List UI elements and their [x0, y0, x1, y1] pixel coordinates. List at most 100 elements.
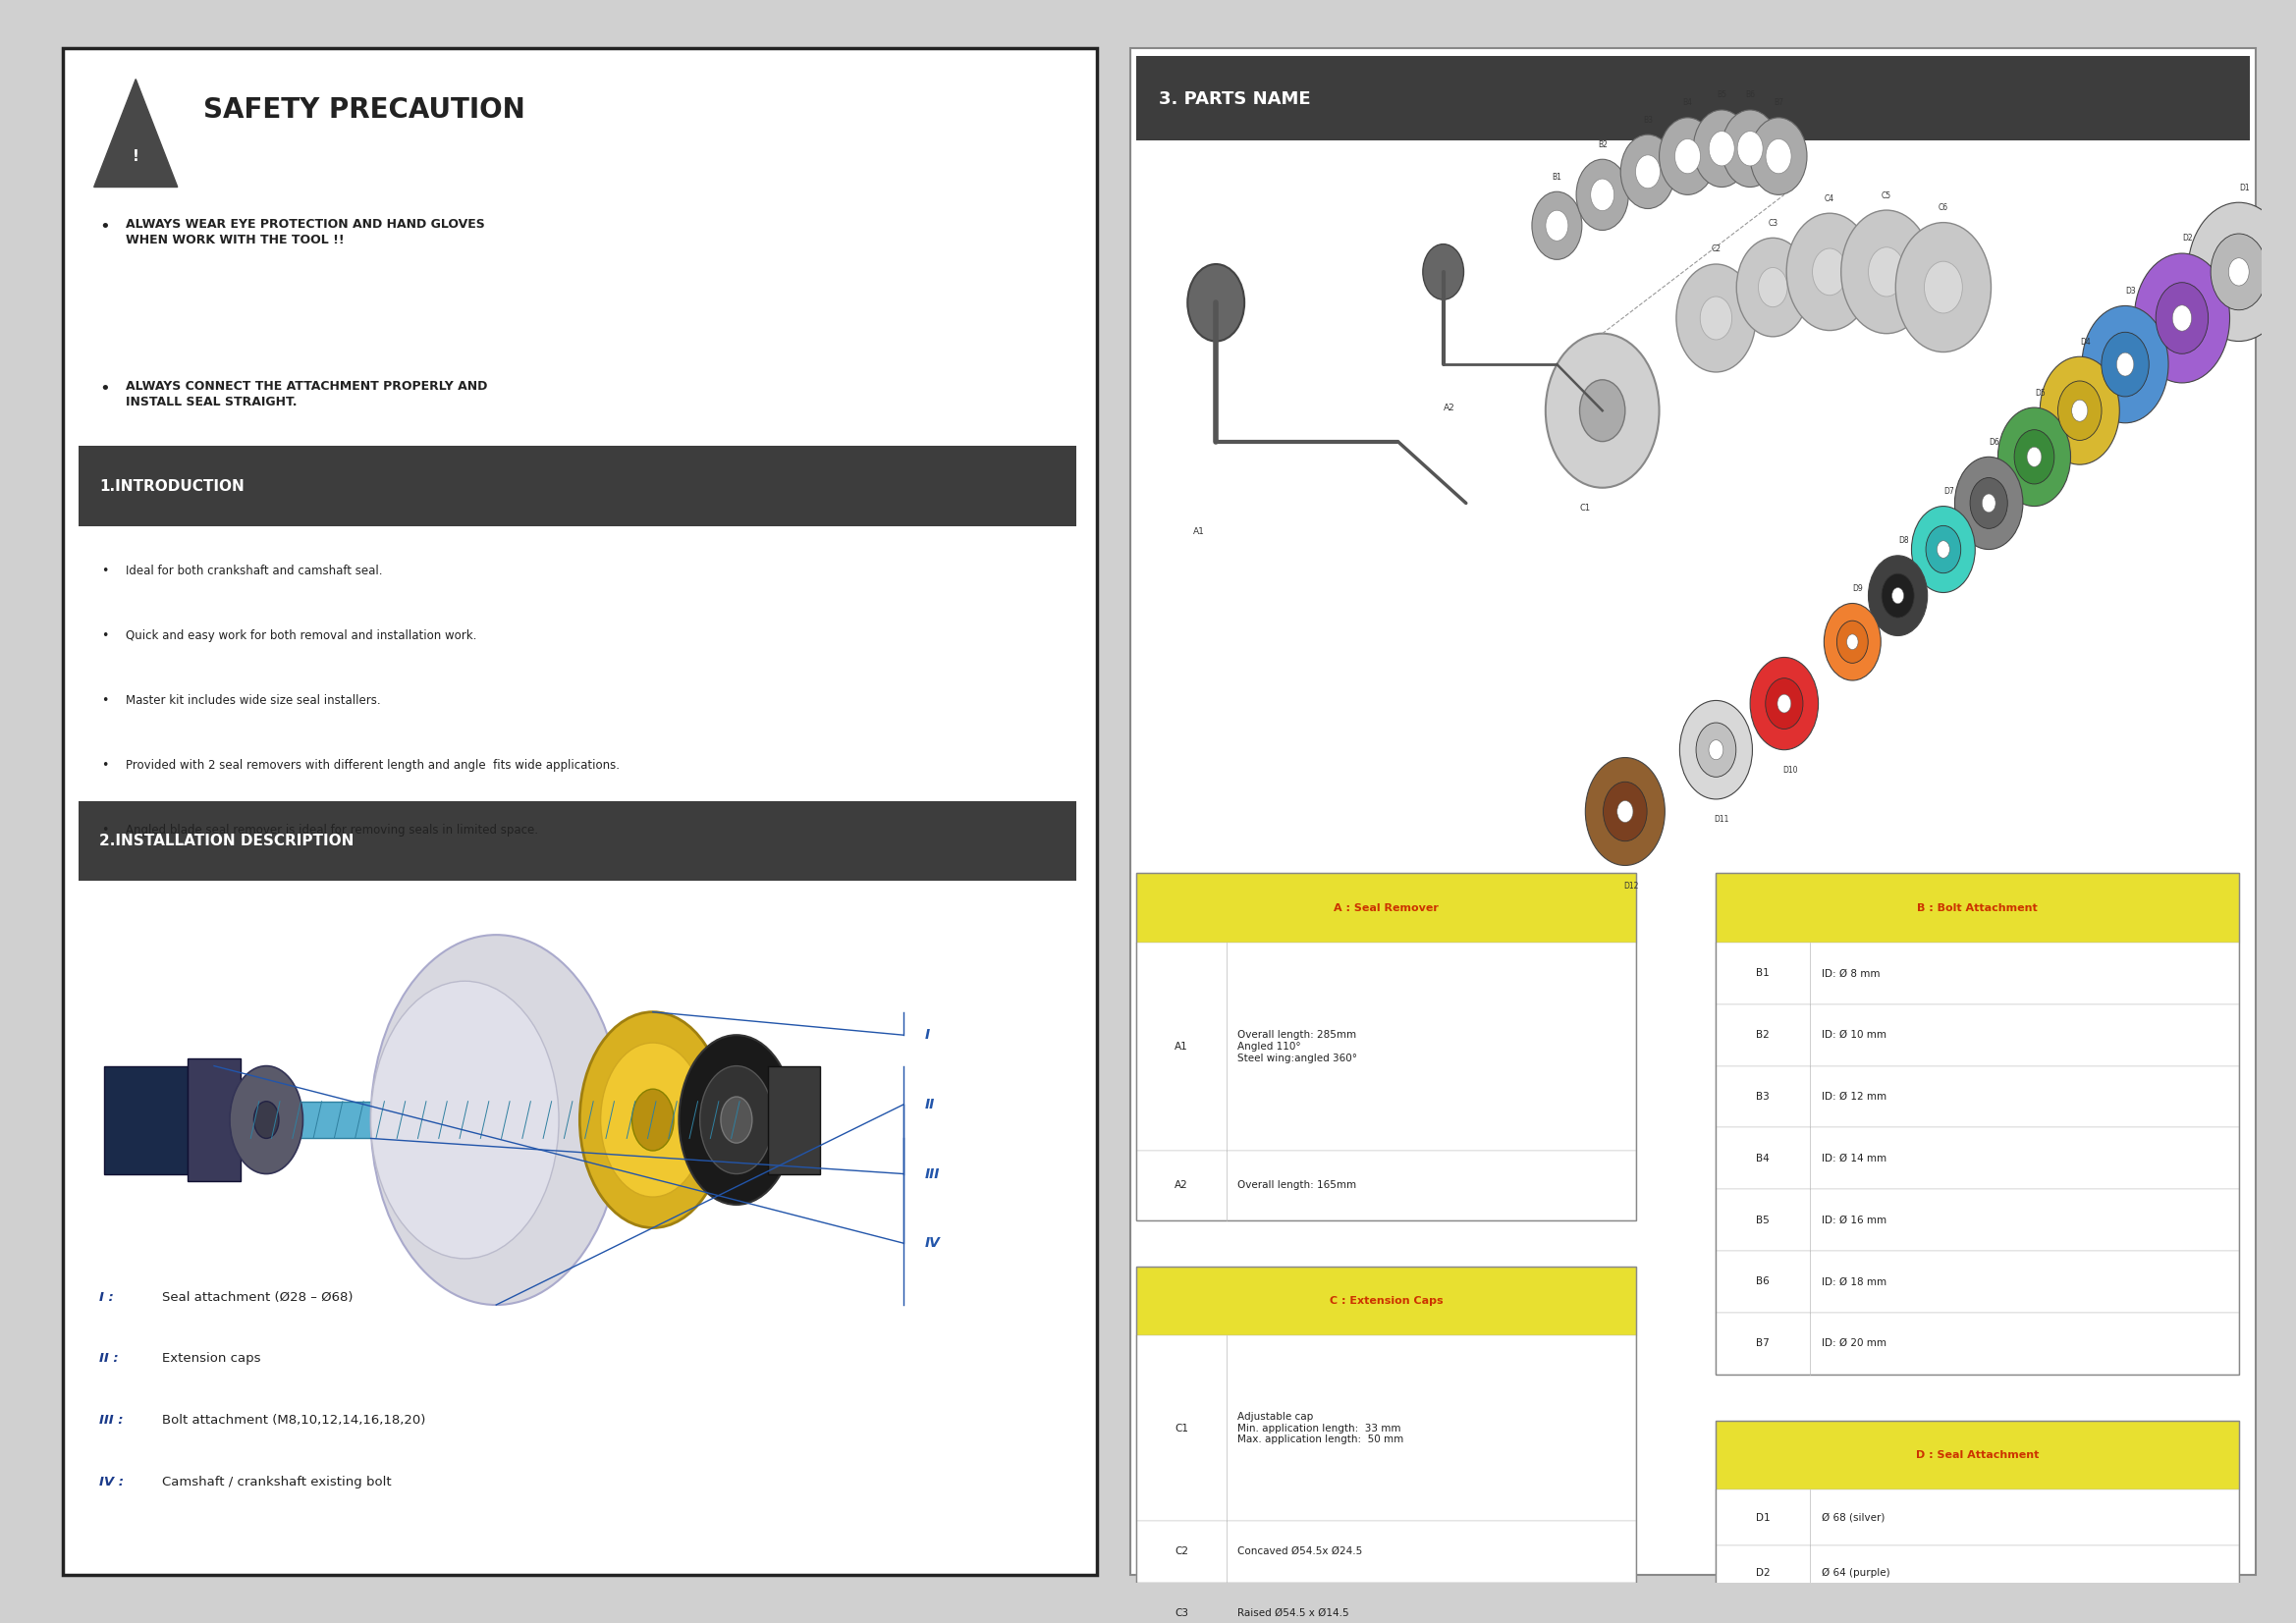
Circle shape — [1883, 573, 1915, 618]
Circle shape — [2101, 333, 2149, 396]
Circle shape — [1635, 154, 1660, 188]
Text: Ideal for both crankshaft and camshaft seal.: Ideal for both crankshaft and camshaft s… — [126, 565, 381, 578]
Circle shape — [602, 1042, 705, 1196]
FancyBboxPatch shape — [188, 1058, 241, 1182]
Text: 3. PARTS NAME: 3. PARTS NAME — [1159, 91, 1311, 109]
FancyBboxPatch shape — [1715, 1066, 2239, 1128]
Circle shape — [700, 1066, 774, 1173]
FancyBboxPatch shape — [1715, 1600, 2239, 1623]
Text: ID: Ø 16 mm: ID: Ø 16 mm — [1821, 1216, 1887, 1225]
Text: C4: C4 — [1825, 195, 1835, 203]
Text: B4: B4 — [1683, 99, 1692, 107]
FancyBboxPatch shape — [241, 1102, 758, 1138]
Circle shape — [2039, 357, 2119, 464]
Circle shape — [2057, 381, 2101, 440]
FancyBboxPatch shape — [78, 446, 1077, 526]
Circle shape — [255, 1102, 278, 1138]
Circle shape — [1981, 493, 1995, 513]
Circle shape — [2135, 253, 2229, 383]
Text: B : Bolt Attachment: B : Bolt Attachment — [1917, 902, 2039, 912]
Circle shape — [230, 1066, 303, 1173]
Circle shape — [1738, 131, 1763, 166]
Text: ALWAYS CONNECT THE ATTACHMENT PROPERLY AND
INSTALL SEAL STRAIGHT.: ALWAYS CONNECT THE ATTACHMENT PROPERLY A… — [126, 380, 487, 409]
Text: SAFETY PRECAUTION: SAFETY PRECAUTION — [204, 96, 526, 123]
Circle shape — [1674, 140, 1701, 174]
Text: Quick and easy work for both removal and installation work.: Quick and easy work for both removal and… — [126, 630, 475, 643]
Circle shape — [1531, 192, 1582, 260]
Text: D11: D11 — [1715, 815, 1729, 824]
Circle shape — [1786, 213, 1874, 331]
Circle shape — [1998, 407, 2071, 506]
Text: C3: C3 — [1768, 219, 1777, 227]
Circle shape — [2211, 234, 2266, 310]
FancyBboxPatch shape — [1715, 1313, 2239, 1375]
FancyBboxPatch shape — [1137, 1336, 1637, 1521]
Circle shape — [1676, 265, 1756, 372]
Text: Overall length: 285mm
Angled 110°
Steel wing:angled 360°: Overall length: 285mm Angled 110° Steel … — [1238, 1031, 1357, 1063]
Text: D12: D12 — [1623, 881, 1639, 891]
FancyBboxPatch shape — [1137, 1582, 1637, 1623]
Circle shape — [1823, 604, 1880, 680]
Circle shape — [1660, 117, 1715, 195]
Text: C1: C1 — [1176, 1423, 1189, 1433]
Text: D2: D2 — [1756, 1568, 1770, 1578]
Circle shape — [1736, 239, 1809, 336]
Circle shape — [1938, 540, 1949, 558]
Circle shape — [1896, 222, 1991, 352]
Text: IV: IV — [925, 1237, 939, 1250]
Circle shape — [1892, 588, 1903, 604]
Circle shape — [1926, 526, 1961, 573]
FancyBboxPatch shape — [1715, 873, 2239, 943]
FancyBboxPatch shape — [78, 800, 1077, 881]
Circle shape — [370, 935, 622, 1305]
Text: D10: D10 — [1782, 766, 1798, 774]
Circle shape — [1545, 211, 1568, 240]
Text: I :: I : — [99, 1290, 115, 1303]
Circle shape — [1750, 657, 1818, 750]
Circle shape — [1722, 110, 1779, 187]
FancyBboxPatch shape — [1130, 49, 2257, 1574]
Text: Overall length: 165mm: Overall length: 165mm — [1238, 1180, 1357, 1190]
Circle shape — [1759, 268, 1786, 307]
Text: A1: A1 — [1194, 527, 1205, 536]
Text: ID: Ø 10 mm: ID: Ø 10 mm — [1821, 1031, 1887, 1040]
Circle shape — [1837, 620, 1869, 664]
Circle shape — [1869, 247, 1906, 297]
Circle shape — [680, 1035, 794, 1204]
Circle shape — [1708, 131, 1733, 166]
Circle shape — [1545, 334, 1660, 487]
Text: •: • — [101, 695, 108, 708]
Text: II :: II : — [99, 1352, 119, 1365]
Circle shape — [1766, 140, 1791, 174]
Circle shape — [2188, 203, 2289, 341]
Text: B7: B7 — [1756, 1339, 1770, 1349]
Circle shape — [581, 1013, 726, 1227]
Text: D4: D4 — [2080, 338, 2092, 346]
Circle shape — [1187, 265, 1244, 341]
Text: Adjustable cap
Min. application length:  33 mm
Max. application length:  50 mm: Adjustable cap Min. application length: … — [1238, 1412, 1403, 1444]
FancyBboxPatch shape — [1715, 943, 2239, 1005]
Text: •: • — [101, 760, 108, 773]
Text: B5: B5 — [1756, 1216, 1770, 1225]
Text: Raised Ø54.5 x Ø14.5: Raised Ø54.5 x Ø14.5 — [1238, 1608, 1350, 1618]
Text: C2: C2 — [1711, 245, 1722, 253]
Circle shape — [1584, 758, 1665, 865]
Text: •: • — [99, 217, 110, 235]
Text: D3: D3 — [2126, 287, 2135, 295]
Text: D1: D1 — [1756, 1513, 1770, 1522]
Text: B5: B5 — [1717, 91, 1727, 99]
Text: Ø 68 (silver): Ø 68 (silver) — [1821, 1513, 1885, 1522]
FancyBboxPatch shape — [1715, 1128, 2239, 1190]
Text: A2: A2 — [1176, 1180, 1187, 1190]
FancyBboxPatch shape — [767, 1066, 820, 1173]
Text: B6: B6 — [1745, 91, 1754, 99]
Text: ALWAYS WEAR EYE PROTECTION AND HAND GLOVES
WHEN WORK WITH THE TOOL !!: ALWAYS WEAR EYE PROTECTION AND HAND GLOV… — [126, 217, 484, 247]
Text: B3: B3 — [1756, 1092, 1770, 1102]
FancyBboxPatch shape — [1137, 1151, 1637, 1220]
Text: C1: C1 — [1580, 505, 1591, 513]
FancyBboxPatch shape — [1715, 1005, 2239, 1066]
Text: ID: Ø 8 mm: ID: Ø 8 mm — [1821, 969, 1880, 979]
Text: Concaved Ø54.5x Ø24.5: Concaved Ø54.5x Ø24.5 — [1238, 1547, 1364, 1556]
Circle shape — [1681, 701, 1752, 799]
Text: II: II — [925, 1097, 934, 1112]
